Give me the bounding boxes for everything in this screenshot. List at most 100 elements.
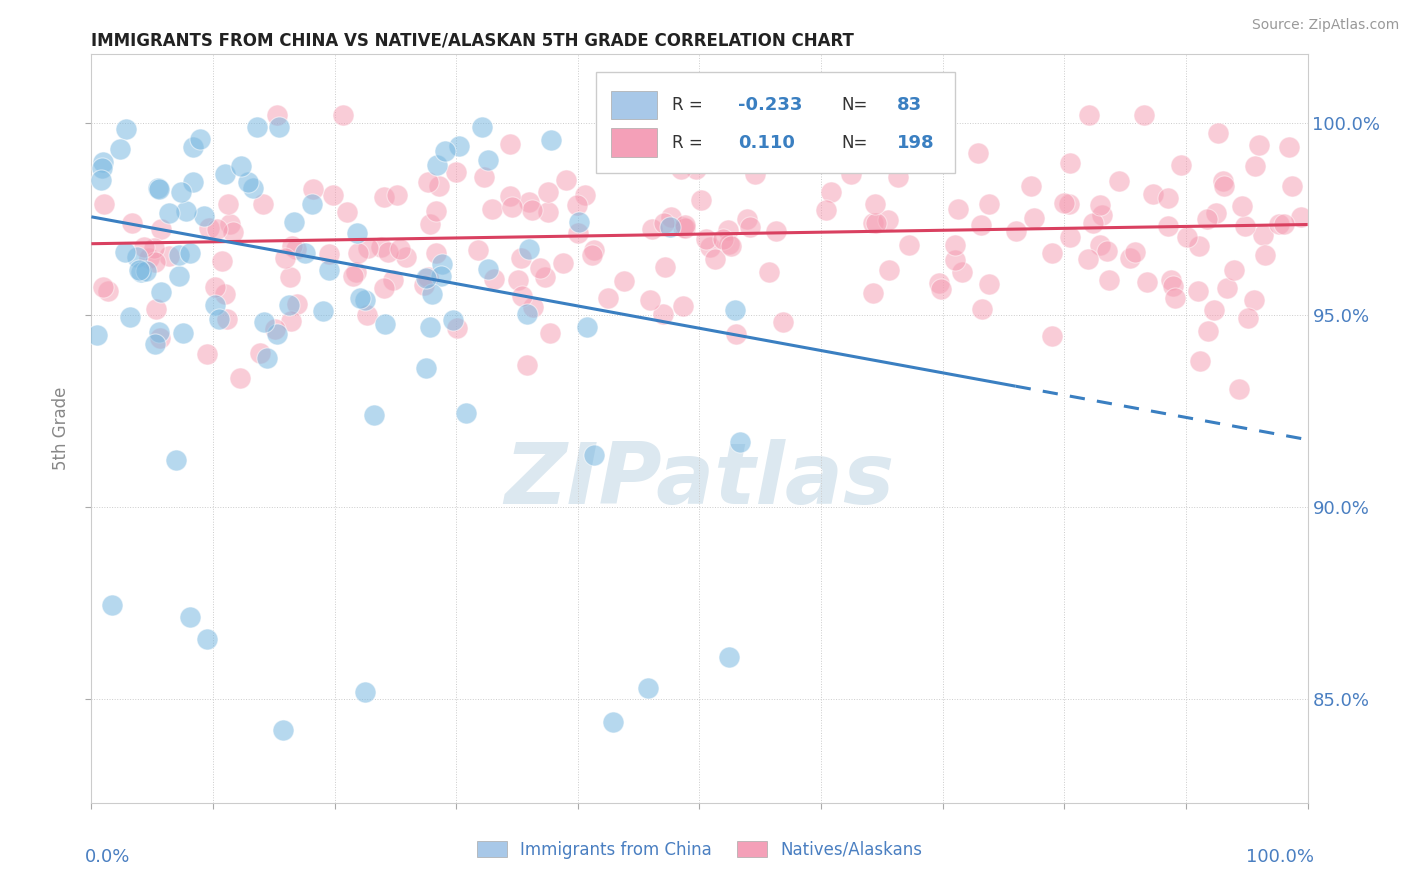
Point	[898, 238, 921, 252]
Point	[249, 346, 271, 360]
Point	[231, 159, 253, 173]
Point	[1236, 311, 1258, 326]
Point	[814, 203, 837, 218]
Point	[165, 453, 187, 467]
Point	[193, 209, 215, 223]
Point	[972, 301, 994, 316]
Point	[205, 222, 228, 236]
Point	[943, 253, 966, 268]
Point	[1133, 108, 1156, 122]
Point	[415, 361, 437, 376]
Point	[204, 279, 226, 293]
Point	[877, 262, 900, 277]
Point	[149, 331, 172, 345]
Point	[1229, 382, 1251, 396]
Point	[735, 211, 758, 226]
Point	[418, 269, 440, 284]
Text: 0.110: 0.110	[738, 134, 796, 152]
Point	[717, 650, 740, 665]
Point	[346, 227, 368, 241]
Point	[415, 270, 437, 285]
Text: R =: R =	[672, 134, 702, 152]
Point	[97, 285, 120, 299]
Point	[385, 187, 408, 202]
Point	[839, 167, 862, 181]
Legend: Immigrants from China, Natives/Alaskans: Immigrants from China, Natives/Alaskans	[470, 834, 929, 865]
Point	[672, 299, 695, 313]
Point	[157, 205, 180, 219]
Point	[1040, 246, 1063, 260]
Point	[717, 223, 740, 237]
Point	[138, 251, 160, 265]
Point	[169, 248, 191, 262]
Point	[1164, 291, 1187, 305]
Point	[517, 242, 540, 256]
Point	[717, 236, 740, 251]
Point	[943, 238, 966, 252]
Point	[575, 320, 598, 334]
Point	[1268, 217, 1291, 231]
Point	[302, 182, 325, 196]
Point	[278, 269, 301, 284]
Point	[567, 197, 589, 211]
Point	[1142, 187, 1164, 202]
Point	[669, 161, 692, 176]
Point	[170, 185, 193, 199]
Point	[735, 154, 758, 169]
Point	[574, 188, 596, 202]
Point	[654, 216, 676, 230]
Point	[1160, 273, 1182, 287]
Point	[389, 242, 412, 256]
Point	[1230, 198, 1253, 212]
Point	[772, 314, 794, 328]
Point	[135, 263, 157, 277]
Point	[115, 122, 138, 136]
Point	[280, 238, 302, 252]
Text: IMMIGRANTS FROM CHINA VS NATIVE/ALASKAN 5TH GRADE CORRELATION CHART: IMMIGRANTS FROM CHINA VS NATIVE/ALASKAN …	[91, 31, 855, 49]
Point	[267, 120, 290, 134]
Point	[685, 161, 707, 176]
Point	[395, 250, 418, 264]
Text: N=: N=	[842, 96, 868, 114]
Point	[419, 319, 441, 334]
Point	[1212, 174, 1234, 188]
Point	[447, 139, 470, 153]
Point	[1022, 211, 1045, 225]
Point	[285, 242, 308, 256]
Point	[551, 256, 574, 270]
Point	[1195, 212, 1218, 227]
Point	[517, 195, 540, 210]
Y-axis label: 5th Grade: 5th Grade	[52, 386, 70, 470]
Point	[256, 351, 278, 366]
Point	[215, 312, 238, 326]
Point	[1189, 354, 1212, 368]
FancyBboxPatch shape	[596, 72, 955, 173]
Point	[347, 245, 370, 260]
Point	[699, 240, 721, 254]
Point	[354, 293, 377, 308]
Point	[1098, 272, 1121, 286]
Point	[865, 216, 887, 230]
Point	[1157, 219, 1180, 233]
Point	[529, 260, 551, 275]
Bar	[610, 91, 657, 120]
Point	[865, 197, 887, 211]
Point	[967, 146, 990, 161]
Point	[1289, 210, 1312, 224]
Point	[285, 296, 308, 310]
Point	[1243, 293, 1265, 307]
Point	[148, 325, 170, 339]
Point	[356, 241, 378, 255]
Point	[979, 197, 1001, 211]
Point	[266, 326, 288, 341]
Point	[1281, 178, 1303, 193]
Point	[318, 247, 340, 261]
Point	[363, 408, 385, 422]
Point	[446, 320, 468, 334]
Point	[1157, 191, 1180, 205]
Point	[637, 681, 659, 695]
Point	[114, 245, 136, 260]
Point	[332, 108, 354, 122]
Point	[236, 174, 259, 188]
Point	[1136, 275, 1159, 289]
